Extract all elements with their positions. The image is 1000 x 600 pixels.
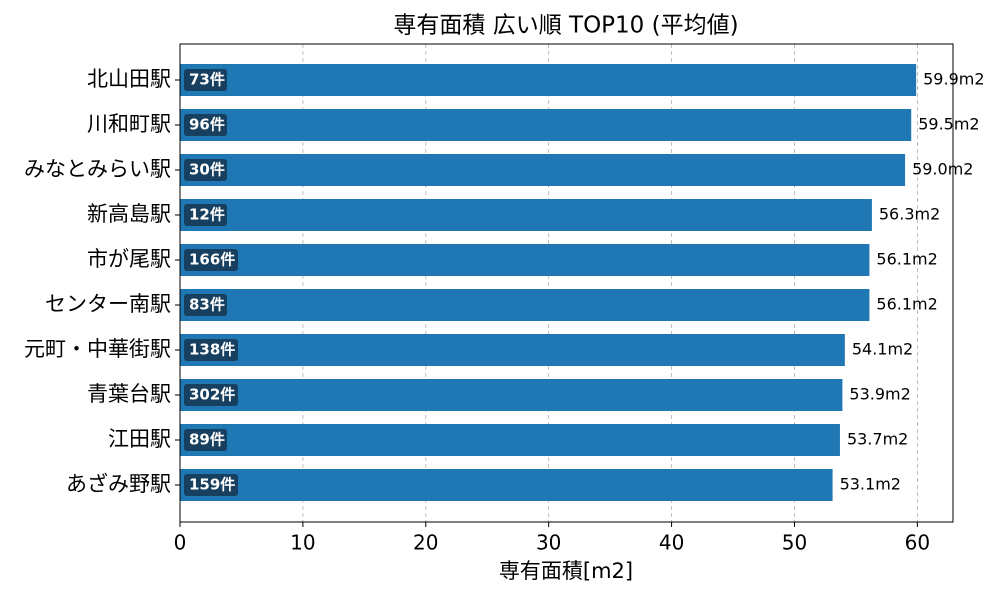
count-label: 83件	[189, 296, 225, 314]
count-label: 89件	[189, 431, 225, 449]
bar	[180, 199, 872, 231]
x-tick-label: 30	[536, 531, 561, 555]
value-label: 56.1m2	[876, 250, 937, 269]
y-tick-label: 市が尾駅	[87, 247, 171, 271]
count-badge	[184, 114, 227, 136]
y-tick-label: 北山田駅	[87, 67, 171, 91]
x-tick-label: 0	[174, 531, 187, 555]
y-tick-label: センター南駅	[45, 292, 171, 316]
x-tick-label: 50	[782, 531, 807, 555]
count-badge	[184, 294, 227, 316]
count-badge	[184, 249, 238, 271]
x-tick-label: 40	[659, 531, 684, 555]
count-label: 12件	[189, 206, 225, 224]
count-badge	[184, 339, 238, 361]
count-badge	[184, 384, 238, 406]
value-label: 56.1m2	[876, 295, 937, 314]
y-tick-label: 元町・中華街駅	[24, 337, 171, 361]
count-label: 302件	[189, 386, 235, 404]
y-tick-label: みなとみらい駅	[24, 157, 171, 181]
y-tick-label: 青葉台駅	[87, 382, 171, 406]
bar	[180, 469, 833, 501]
x-tick-label: 20	[413, 531, 438, 555]
x-axis-label: 専有面積[m2]	[499, 559, 633, 583]
count-badge	[184, 429, 227, 451]
count-badge	[184, 474, 238, 496]
bar	[180, 154, 906, 186]
plot-frame	[179, 43, 954, 523]
value-label: 53.7m2	[847, 430, 908, 449]
bar	[180, 289, 870, 321]
value-label: 54.1m2	[852, 340, 913, 359]
count-badge	[184, 204, 227, 226]
count-label: 30件	[189, 161, 225, 179]
count-label: 73件	[189, 71, 225, 89]
value-label: 59.9m2	[923, 70, 984, 89]
bar	[180, 334, 845, 366]
y-tick-label: 川和町駅	[87, 112, 171, 136]
y-tick-label: 新高島駅	[87, 202, 171, 226]
value-label: 59.0m2	[912, 160, 973, 179]
count-label: 96件	[189, 116, 225, 134]
bar	[180, 379, 843, 411]
count-badge	[184, 159, 227, 181]
count-label: 159件	[189, 476, 235, 494]
bar	[180, 244, 870, 276]
x-tick-label: 60	[905, 531, 930, 555]
value-label: 56.3m2	[879, 205, 940, 224]
bar	[180, 424, 840, 456]
value-label: 53.9m2	[849, 385, 910, 404]
value-label: 59.5m2	[918, 115, 979, 134]
y-tick-label: 江田駅	[108, 427, 171, 451]
bar	[180, 109, 912, 141]
chart-title: 専有面積 広い順 TOP10 (平均値)	[393, 13, 738, 39]
x-tick-label: 10	[290, 531, 315, 555]
bar	[180, 64, 917, 96]
count-badge	[184, 69, 227, 91]
y-tick-label: あざみ野駅	[66, 472, 171, 496]
count-label: 138件	[189, 341, 235, 359]
count-label: 166件	[189, 251, 235, 269]
value-label: 53.1m2	[840, 475, 901, 494]
